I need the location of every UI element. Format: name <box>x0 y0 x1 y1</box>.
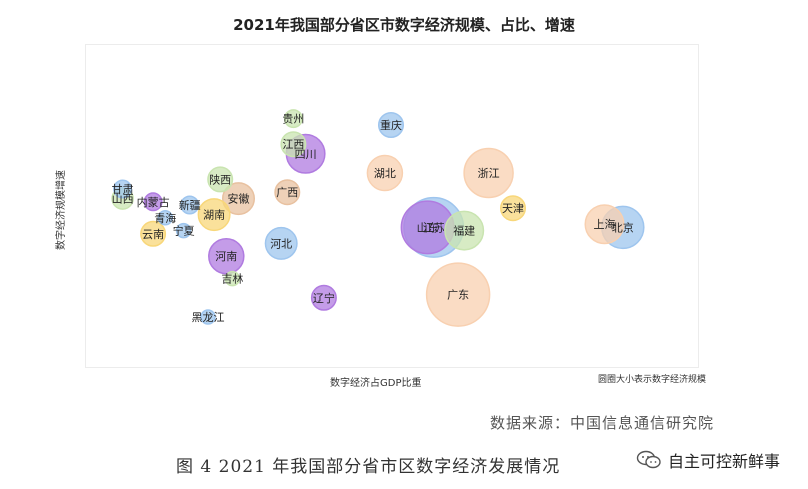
bubble-福建 <box>444 210 485 251</box>
bubble-宁夏 <box>175 222 192 239</box>
bubble-label-江苏: 江苏 <box>423 221 445 234</box>
x-axis-label: 数字经济占GDP比重 <box>330 378 422 389</box>
bubble-label-重庆: 重庆 <box>380 118 402 132</box>
bubble-label-河北: 河北 <box>270 237 292 250</box>
bubble-label-宁夏: 宁夏 <box>173 224 195 238</box>
bubble-label-内蒙古: 内蒙古 <box>137 195 170 209</box>
bubble-黑龙江 <box>200 309 216 325</box>
bubble-label-北京: 北京 <box>612 220 634 234</box>
bubble-label-浙江: 浙江 <box>478 167 500 180</box>
bubble-label-山西: 山西 <box>112 193 134 206</box>
bubble-浙江 <box>463 147 514 199</box>
bubble-贵州 <box>283 109 303 129</box>
bubble-label-新疆: 新疆 <box>179 198 201 212</box>
chart-title: 2021年我国部分省区市数字经济规模、占比、增速 <box>233 16 575 34</box>
bubble-label-甘肃: 甘肃 <box>112 183 134 196</box>
bubble-天津 <box>500 195 526 222</box>
bubble-label-云南: 云南 <box>142 228 164 241</box>
bubble-新疆 <box>180 195 200 215</box>
bubble-河北 <box>264 226 298 260</box>
bubble-label-上海: 上海 <box>594 217 616 231</box>
bubble-云南 <box>140 220 167 247</box>
bubble-size-note: 圆圈大小表示数字经济规模 <box>598 375 707 385</box>
bubble-label-天津: 天津 <box>502 202 524 215</box>
bubble-湖北 <box>366 154 404 192</box>
bubble-陕西 <box>207 166 234 193</box>
bubble-label-湖南: 湖南 <box>203 209 225 222</box>
bubble-label-贵州: 贵州 <box>282 113 304 126</box>
watermark-text: 自主可控新鲜事 <box>668 452 781 471</box>
bubble-内蒙古 <box>143 192 163 212</box>
bubble-label-黑龙江: 黑龙江 <box>192 311 225 324</box>
bubble-重庆 <box>378 112 404 138</box>
bubble-label-山东: 山东 <box>417 221 439 234</box>
bubble-label-青海: 青海 <box>154 211 176 225</box>
bubble-安徽 <box>222 182 255 216</box>
bubble-青海 <box>157 210 174 226</box>
bubble-label-福建: 福建 <box>453 224 475 238</box>
bubble-甘肃 <box>113 179 133 199</box>
bubble-广东 <box>425 262 491 327</box>
bubble-label-辽宁: 辽宁 <box>313 291 335 305</box>
bubble-label-陕西: 陕西 <box>209 172 231 186</box>
bubble-广西 <box>274 179 301 206</box>
bubble-label-吉林: 吉林 <box>221 272 243 286</box>
bubble-label-河南: 河南 <box>215 250 237 263</box>
bubble-label-湖北: 湖北 <box>374 167 396 180</box>
bubble-label-江西: 江西 <box>282 138 304 151</box>
bubble-label-广东: 广东 <box>447 289 469 302</box>
bubble-江西 <box>280 131 307 158</box>
bubble-吉林 <box>224 270 241 287</box>
bubble-label-广西: 广西 <box>276 186 298 199</box>
bubble-label-四川: 四川 <box>295 148 317 161</box>
figure-caption: 图 4 2021 年我国部分省市区数字经济发展情况 <box>176 457 561 477</box>
bubble-湖南 <box>197 198 231 232</box>
wechat-watermark: 自主可控新鲜事 <box>630 446 787 474</box>
bubble-label-安徽: 安徽 <box>228 192 250 206</box>
wechat-icon <box>636 450 661 469</box>
bubble-辽宁 <box>310 284 337 311</box>
data-source: 数据来源：中国信息通信研究院 <box>490 414 715 432</box>
bubble-河南 <box>208 237 245 275</box>
bubble-上海 <box>584 204 625 245</box>
